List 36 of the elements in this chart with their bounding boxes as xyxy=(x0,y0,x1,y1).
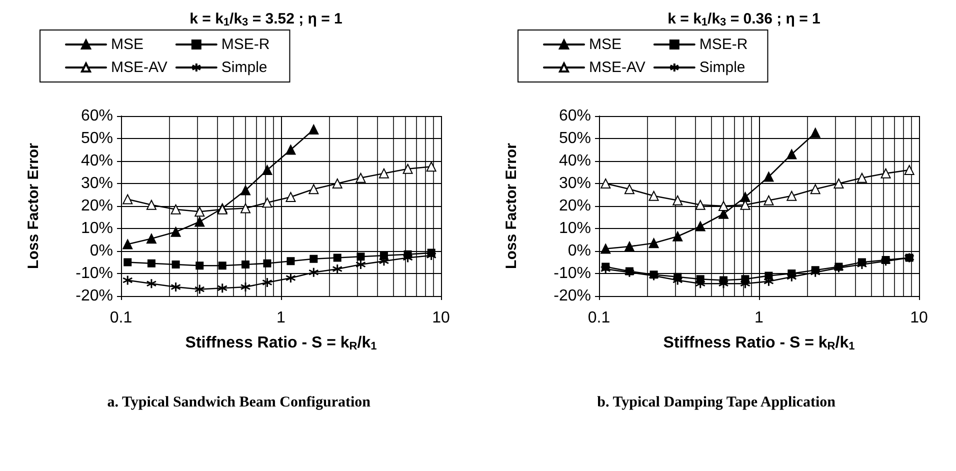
legend-label: MSE-R xyxy=(221,36,270,53)
x-tick-label: 0.1 xyxy=(588,310,610,326)
x-tick-label: 10 xyxy=(432,310,450,326)
y-tick-label: 40% xyxy=(558,152,591,170)
legend-label: MSE-R xyxy=(699,36,748,53)
legend-label: MSE-AV xyxy=(111,59,168,76)
y-tick-label: 30% xyxy=(80,175,113,192)
x-tick-label: 1 xyxy=(754,310,764,326)
x-tick-label: 10 xyxy=(910,310,928,326)
y-tick-label: -10% xyxy=(76,265,113,282)
x-tick-label: 0.1 xyxy=(110,310,132,326)
text: b. Typical Damping Tape Application xyxy=(597,394,836,410)
legend-label: MSE-AV xyxy=(589,59,646,76)
legend-label: Simple xyxy=(221,59,268,76)
y-tick-label: -20% xyxy=(554,288,591,304)
y-tick-label: 50% xyxy=(80,130,113,147)
legend-label: MSE xyxy=(589,36,622,53)
y-tick-label: 30% xyxy=(558,175,591,192)
text: a. Typical Sandwich Beam Configuration xyxy=(107,394,372,410)
y-tick-label: 20% xyxy=(80,198,113,214)
y-tick-label: -10% xyxy=(554,265,591,282)
y-tick-label: 60% xyxy=(80,108,113,124)
y-tick-label: -20% xyxy=(76,288,113,304)
y-axis-title: Loss Factor Error xyxy=(503,142,520,269)
x-tick-label: 1 xyxy=(276,310,286,326)
y-tick-label: 0% xyxy=(90,242,113,260)
legend-label: MSE xyxy=(111,36,144,53)
y-tick-label: 50% xyxy=(558,130,591,147)
y-tick-label: 10% xyxy=(558,220,591,237)
y-tick-label: 0% xyxy=(568,242,591,260)
y-tick-label: 40% xyxy=(80,152,113,170)
y-tick-label: 20% xyxy=(558,198,591,214)
legend-label: Simple xyxy=(699,59,746,76)
y-tick-label: 60% xyxy=(558,108,591,124)
y-axis-title: Loss Factor Error xyxy=(25,142,42,269)
y-tick-label: 10% xyxy=(80,220,113,237)
